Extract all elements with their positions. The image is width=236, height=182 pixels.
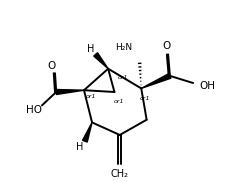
Text: H: H	[76, 142, 84, 152]
Text: or1: or1	[86, 94, 96, 99]
Text: O: O	[47, 61, 55, 71]
Text: or1: or1	[139, 96, 150, 101]
Text: or1: or1	[114, 99, 124, 104]
Text: H: H	[87, 43, 94, 54]
Text: H₂N: H₂N	[115, 43, 132, 52]
Text: CH₂: CH₂	[111, 169, 129, 179]
Polygon shape	[94, 53, 108, 69]
Text: HO: HO	[25, 105, 42, 115]
Text: O: O	[163, 41, 171, 51]
Text: or1: or1	[118, 75, 128, 80]
Text: OH: OH	[199, 81, 215, 91]
Polygon shape	[141, 74, 171, 88]
Polygon shape	[83, 122, 92, 142]
Polygon shape	[56, 90, 84, 94]
